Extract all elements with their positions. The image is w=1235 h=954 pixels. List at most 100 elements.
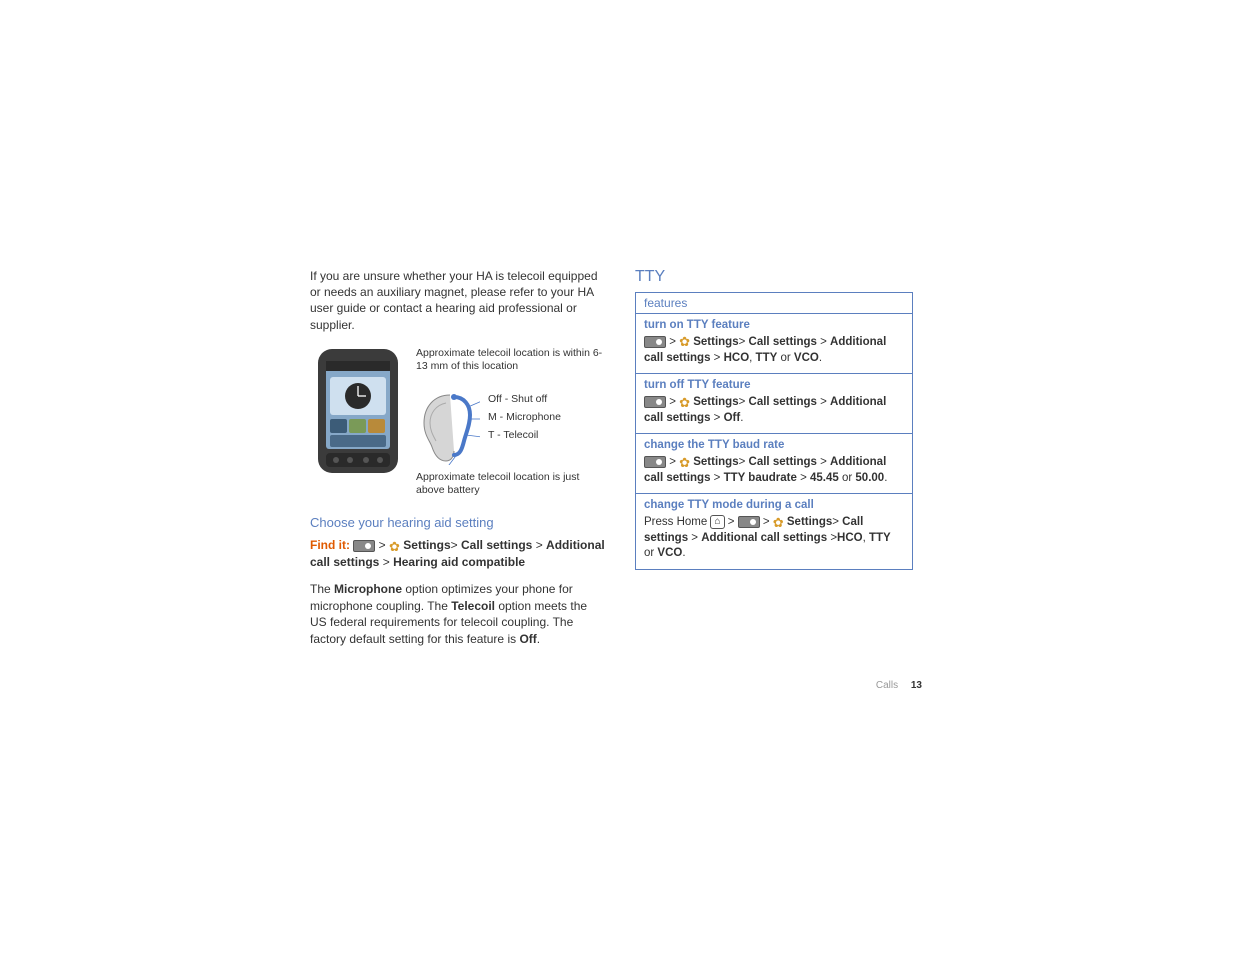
period: . xyxy=(682,547,685,559)
footer-page-number: 13 xyxy=(911,680,922,691)
period: . xyxy=(819,352,822,364)
section-heading: Choose your hearing aid setting xyxy=(310,515,605,530)
ear-row: Off - Shut off M - Microphone T - Teleco… xyxy=(416,391,605,465)
phone-svg xyxy=(310,347,406,475)
gear-icon: ✿ xyxy=(679,335,690,348)
separator: > xyxy=(714,412,721,424)
diagram-row: Approximate telecoil location is within … xyxy=(310,347,605,498)
mode-m: M - Microphone xyxy=(488,409,561,427)
feature-body: > ✿ Settings> Call settings > Additional… xyxy=(644,335,904,366)
separator: > xyxy=(820,336,827,348)
opt-4545: 45.45 xyxy=(810,472,839,484)
gear-icon: ✿ xyxy=(679,456,690,469)
feature-row: turn off TTY feature > ✿ Settings> Call … xyxy=(636,374,912,434)
separator: > xyxy=(832,516,839,528)
press-home-text: Press Home xyxy=(644,516,710,528)
opt-5000: 50.00 xyxy=(855,472,884,484)
path-additional: Additional call settings xyxy=(701,532,827,544)
body-paragraph: The Microphone option optimizes your pho… xyxy=(310,581,605,648)
mode-off: Off - Shut off xyxy=(488,391,561,409)
path-settings: Settings xyxy=(403,538,450,552)
or: or xyxy=(839,472,856,484)
feature-title: change TTY mode during a call xyxy=(644,499,904,511)
separator: > xyxy=(383,555,390,569)
period: . xyxy=(740,412,743,424)
path-settings: Settings xyxy=(693,456,738,468)
feature-title: turn on TTY feature xyxy=(644,319,904,331)
separator: > xyxy=(820,396,827,408)
separator: > xyxy=(669,396,676,408)
phone-diagram xyxy=(310,347,406,498)
mode-list: Off - Shut off M - Microphone T - Teleco… xyxy=(488,391,561,445)
opt-vco: VCO xyxy=(657,547,682,559)
apps-icon xyxy=(644,456,666,468)
gear-icon: ✿ xyxy=(679,396,690,409)
separator: > xyxy=(669,336,676,348)
path-settings: Settings xyxy=(693,336,738,348)
separator: > xyxy=(763,516,770,528)
opt-off: Off xyxy=(724,412,741,424)
features-table: features turn on TTY feature > ✿ Setting… xyxy=(635,292,913,570)
apps-icon xyxy=(644,336,666,348)
separator: > xyxy=(728,516,735,528)
mode-t: T - Telecoil xyxy=(488,427,561,445)
feature-row: change TTY mode during a call Press Home… xyxy=(636,494,912,569)
home-icon: ⌂ xyxy=(710,515,724,529)
path-call: Call settings xyxy=(749,336,817,348)
path-call: Call settings xyxy=(749,456,817,468)
feature-body: > ✿ Settings> Call settings > Additional… xyxy=(644,395,904,426)
body-text: The xyxy=(310,582,334,596)
find-it-label: Find it: xyxy=(310,538,350,552)
separator: > xyxy=(714,352,721,364)
feature-row: change the TTY baud rate > ✿ Settings> C… xyxy=(636,434,912,494)
opt-vco: VCO xyxy=(794,352,819,364)
opt-tty: TTY xyxy=(869,532,891,544)
diagram-labels: Approximate telecoil location is within … xyxy=(416,347,605,498)
diagram-label-top: Approximate telecoil location is within … xyxy=(416,347,605,373)
gear-icon: ✿ xyxy=(773,516,784,529)
left-column: If you are unsure whether your HA is tel… xyxy=(310,268,605,648)
or: or xyxy=(644,547,657,559)
footer-section: Calls xyxy=(876,680,898,691)
body-telecoil: Telecoil xyxy=(451,599,495,613)
feature-title: change the TTY baud rate xyxy=(644,439,904,451)
gear-icon: ✿ xyxy=(389,540,400,553)
path-call-settings: Call settings xyxy=(461,538,532,552)
opt-tty: TTY xyxy=(756,352,778,364)
path-settings: Settings xyxy=(693,396,738,408)
separator: > xyxy=(739,456,746,468)
find-it-path: Find it: > ✿ Settings> Call settings > A… xyxy=(310,537,605,571)
path-baud: TTY baudrate xyxy=(724,472,797,484)
path-settings: Settings xyxy=(787,516,832,528)
separator: > xyxy=(669,456,676,468)
body-text: . xyxy=(537,632,540,646)
apps-icon xyxy=(353,540,375,552)
page-content: If you are unsure whether your HA is tel… xyxy=(310,268,930,648)
apps-icon xyxy=(644,396,666,408)
separator: > xyxy=(739,336,746,348)
separator: > xyxy=(451,538,458,552)
feature-body: > ✿ Settings> Call settings > Additional… xyxy=(644,455,904,486)
features-header: features xyxy=(636,293,912,314)
separator: > xyxy=(536,538,543,552)
path-hac: Hearing aid compatible xyxy=(393,555,525,569)
opt-hco: HCO xyxy=(724,352,750,364)
ear-svg xyxy=(416,391,480,465)
feature-body: Press Home ⌂ > > ✿ Settings> Call settin… xyxy=(644,515,904,562)
right-column: TTY features turn on TTY feature > ✿ Set… xyxy=(635,268,930,648)
intro-paragraph: If you are unsure whether your HA is tel… xyxy=(310,268,605,333)
feature-title: turn off TTY feature xyxy=(644,379,904,391)
separator: > xyxy=(820,456,827,468)
body-microphone: Microphone xyxy=(334,582,402,596)
tty-heading: TTY xyxy=(635,268,930,286)
feature-row: turn on TTY feature > ✿ Settings> Call s… xyxy=(636,314,912,374)
diagram-label-bottom: Approximate telecoil location is just ab… xyxy=(416,471,605,497)
or: or xyxy=(777,352,794,364)
body-off: Off xyxy=(519,632,536,646)
opt-hco: HCO xyxy=(837,532,863,544)
separator: > xyxy=(739,396,746,408)
page-footer: Calls 13 xyxy=(310,680,922,691)
period: . xyxy=(884,472,887,484)
separator: > xyxy=(379,538,386,552)
path-call: Call settings xyxy=(749,396,817,408)
